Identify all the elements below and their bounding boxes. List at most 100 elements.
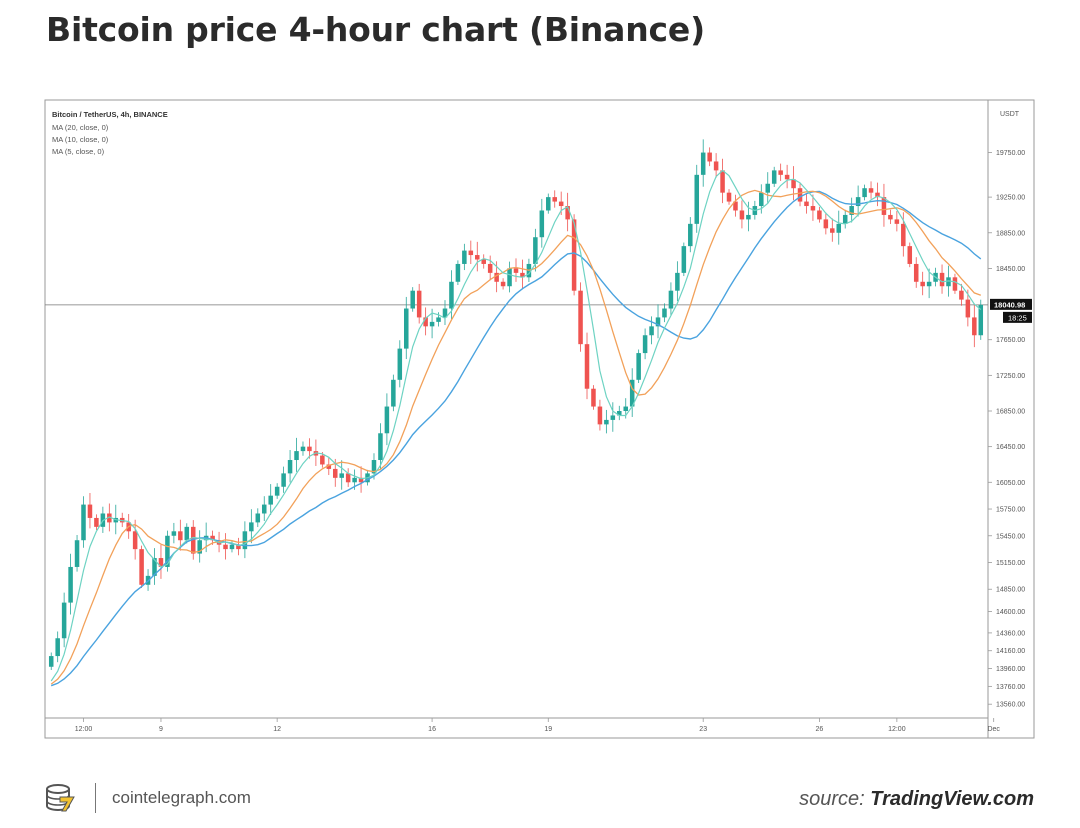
indicator-ma5: MA (5, close, 0) [52, 147, 105, 156]
candle-body [629, 379, 635, 407]
last-price-box [990, 298, 1032, 310]
candle-body [223, 544, 228, 550]
candle-body [165, 535, 170, 567]
y-tick-label: 14850.00 [996, 587, 1025, 594]
y-tick-label: 19750.00 [996, 150, 1025, 157]
candle-body [462, 250, 467, 264]
candle-body [404, 308, 409, 349]
candle-body [429, 321, 435, 327]
candle-body [436, 317, 441, 322]
candle-body [307, 446, 312, 452]
candle-body [500, 281, 506, 287]
candle-body [836, 223, 842, 233]
candle-body [410, 290, 415, 309]
candle-body [268, 495, 273, 505]
candle-body [68, 566, 73, 603]
y-tick-label: 17650.00 [996, 337, 1025, 344]
candle-body [675, 272, 680, 291]
candle-body [481, 259, 486, 264]
candle-body [520, 272, 525, 278]
countdown-label: 18:25 [1008, 313, 1027, 322]
candle-body [726, 192, 732, 202]
candle-body [720, 170, 725, 193]
y-tick-label: 14600.00 [996, 609, 1025, 616]
candle-body [487, 263, 493, 273]
candle-body [475, 255, 480, 260]
candle-body [378, 433, 383, 461]
candle-body [894, 219, 900, 224]
y-tick-label: 13960.00 [996, 666, 1025, 673]
candle-body [132, 531, 138, 550]
candle-body [746, 214, 751, 220]
candle-body [655, 317, 661, 327]
candle-body [649, 326, 654, 336]
candle-body [300, 446, 306, 452]
candle-body [591, 388, 596, 407]
candle-body [623, 406, 628, 411]
candle-body [668, 290, 674, 309]
candle-body [778, 170, 783, 175]
candle-body [261, 504, 267, 514]
price-axis: 19750.00 19250.00 18850.00 18450.00 17650.00… [988, 150, 1025, 709]
page-title: Bitcoin price 4-hour chart (Binance) [46, 10, 705, 49]
candle-body [152, 558, 157, 576]
candle-body [190, 526, 196, 554]
candle-body [552, 197, 557, 202]
candle-body [391, 379, 396, 407]
candle-body [881, 197, 887, 215]
y-tick-label: 16850.00 [996, 409, 1025, 416]
candle-body [584, 344, 590, 389]
candle-body [339, 473, 344, 478]
candle-body [888, 214, 893, 220]
candle-body [765, 183, 771, 193]
candle-body [184, 526, 190, 541]
candle-body [926, 281, 932, 287]
footer-source-name[interactable]: TradingView.com [870, 788, 1034, 810]
candle-body [694, 174, 700, 224]
candle-body [862, 188, 867, 198]
candle-body [178, 531, 183, 541]
candle-body [281, 473, 286, 487]
ma10-line [50, 189, 982, 685]
candle-body [597, 406, 603, 425]
y-tick-label: 14360.00 [996, 630, 1025, 637]
candle-body [972, 317, 977, 336]
candle-body [229, 544, 235, 550]
candle-body [817, 210, 822, 220]
candle-body [558, 201, 564, 207]
x-tick-label: 19 [544, 726, 552, 733]
candle-body [533, 237, 538, 264]
candle-body [965, 299, 971, 318]
candle-body [681, 246, 687, 273]
candle-body [320, 455, 325, 465]
candle-body [494, 272, 499, 282]
footer-site-link[interactable]: cointelegraph.com [112, 788, 251, 807]
candle-body [875, 192, 880, 198]
candle-body [332, 468, 338, 478]
symbol-line: Bitcoin / TetherUS, 4h, BINANCE [52, 110, 168, 119]
y-tick-label: 17250.00 [996, 373, 1025, 380]
candle-body [952, 277, 958, 291]
candle-body [48, 656, 54, 667]
candle-body [171, 531, 177, 536]
candle-body [920, 281, 925, 287]
candle-body [636, 353, 641, 380]
x-tick-label: 12:00 [75, 726, 93, 733]
candle-body [107, 513, 112, 523]
candle-body [791, 179, 796, 189]
candlestick-series [48, 139, 984, 670]
candle-body [688, 223, 693, 247]
candle-body [610, 415, 616, 420]
x-tick-label: 16 [428, 726, 436, 733]
candle-body [358, 477, 364, 483]
candle-body [565, 206, 570, 220]
chart-frame [44, 99, 1035, 739]
candle-body [345, 473, 351, 483]
indicator-ma10: MA (10, close, 0) [52, 135, 109, 144]
y-tick-label: 19250.00 [996, 195, 1025, 202]
candle-body [759, 192, 764, 207]
chart-legend: Bitcoin / TetherUS, 4h, BINANCE MA (20, … [52, 110, 168, 156]
candle-body [959, 290, 964, 300]
y-tick-label: 16450.00 [996, 444, 1025, 451]
